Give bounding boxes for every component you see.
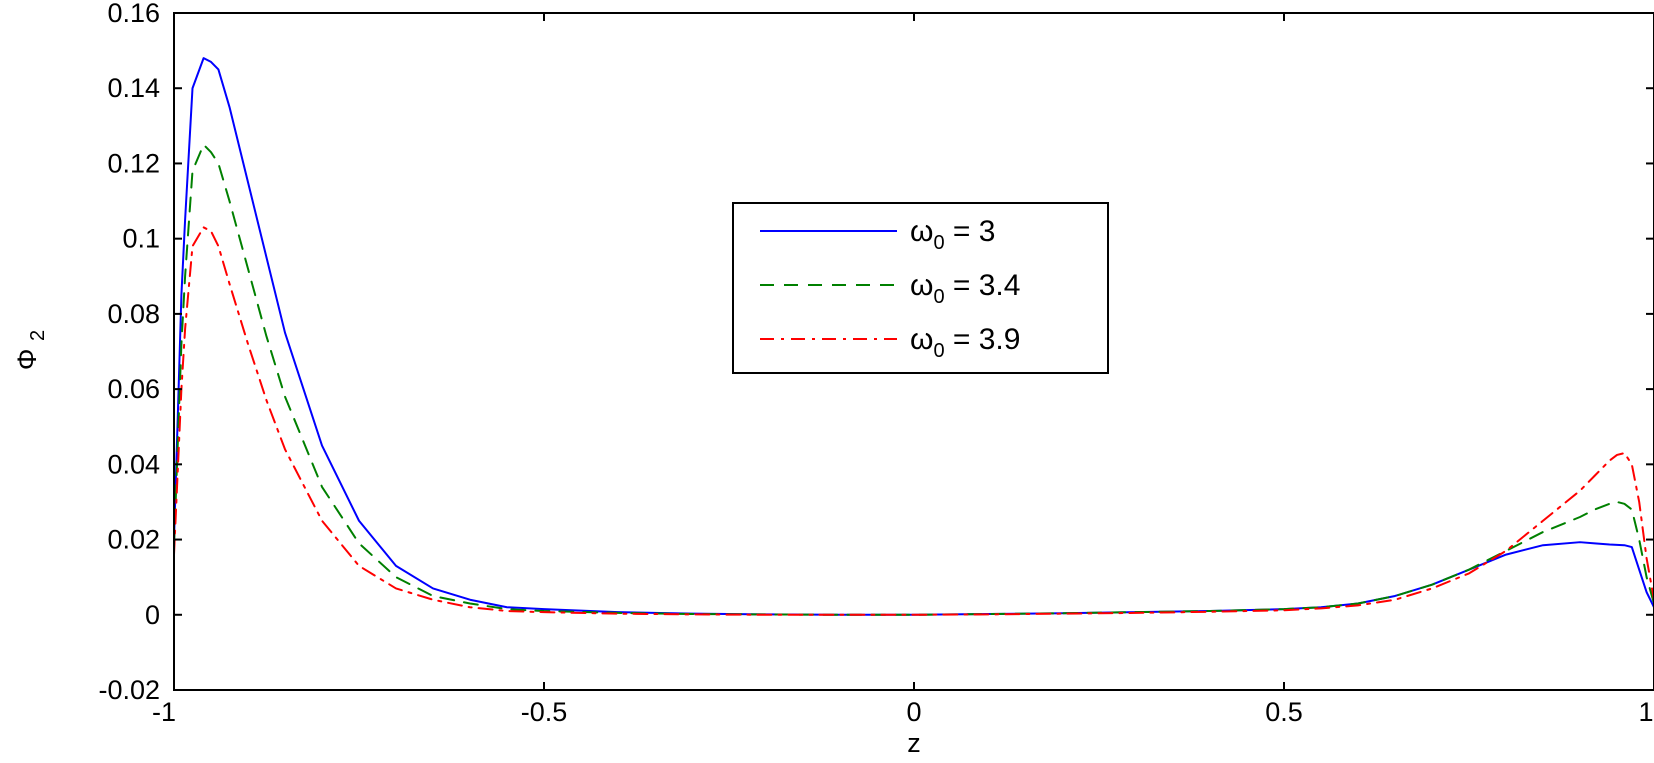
y-axis-label: Φ 2 (12, 330, 49, 370)
x-tick-label-5: 1 (1638, 697, 1653, 727)
x-tick-label-3: 0 (906, 697, 921, 727)
legend-label-3-subscript: 0 (933, 340, 944, 362)
y-tick-label-6: 0.08 (107, 299, 160, 329)
y-tick-label-4: 0.04 (107, 449, 160, 479)
series-line-3 (173, 226, 1654, 616)
legend-label-2-value: = 3.4 (945, 269, 1021, 302)
x-tick-label-4: 0.5 (1265, 697, 1303, 727)
legend-label-3: ω0 = 3.9 (910, 323, 1020, 362)
legend-label-1-value: = 3 (945, 215, 996, 248)
legend-label-1-subscript: 0 (933, 232, 944, 254)
legend-label-3-value: = 3.9 (945, 323, 1021, 356)
y-axis-label-symbol: Φ (12, 349, 42, 371)
x-axis-label: z (907, 728, 921, 758)
legend-label-1: ω0 = 3 (910, 215, 995, 254)
svg-text:Φ 2: Φ 2 (12, 330, 49, 370)
y-tick-label-2: 0 (145, 600, 160, 630)
legend: ω0 = 3ω0 = 3.4ω0 = 3.9 (732, 202, 1109, 374)
y-tick-label-8: 0.12 (107, 148, 160, 178)
y-tick-label-5: 0.06 (107, 374, 160, 404)
x-tick-label-2: -0.5 (521, 697, 568, 727)
legend-label-3-symbol: ω (910, 323, 933, 356)
y-tick-label-3: 0.02 (107, 525, 160, 555)
y-tick-label-1: -0.02 (98, 675, 160, 705)
legend-label-2-subscript: 0 (933, 286, 944, 308)
y-tick-label-10: 0.16 (107, 0, 160, 28)
y-tick-label-7: 0.1 (122, 224, 160, 254)
legend-label-2: ω0 = 3.4 (910, 269, 1020, 308)
series-layer (173, 57, 1654, 616)
tick-layer: -1 -0.5 0 0.5 1 -0.02 0 0.02 0.04 0.06 0.08 0.1 0.12… (98, 0, 1654, 727)
y-tick-label-9: 0.14 (107, 73, 160, 103)
series-line-2 (173, 143, 1654, 616)
x-tick-label-1: -1 (152, 697, 176, 727)
legend-label-1-symbol: ω (910, 215, 933, 248)
y-axis-label-subscript: 2 (27, 330, 49, 341)
legend-label-2-symbol: ω (910, 269, 933, 302)
